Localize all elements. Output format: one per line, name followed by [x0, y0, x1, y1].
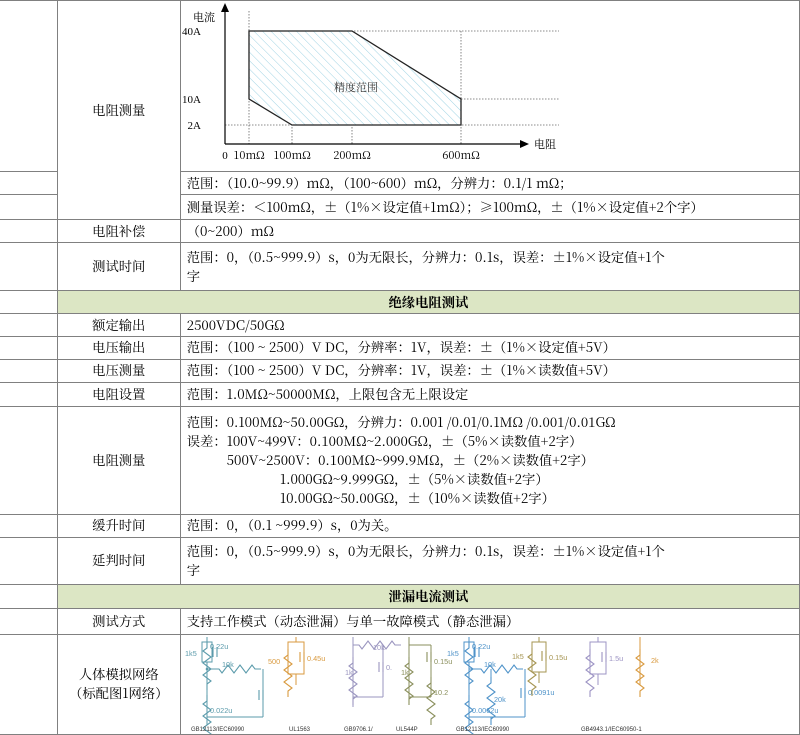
- svg-text:UL1563: UL1563: [289, 727, 311, 733]
- svg-text:1.5u: 1.5u: [609, 654, 623, 663]
- svg-text:0: 0: [222, 150, 228, 162]
- svg-text:200mΩ: 200mΩ: [333, 147, 371, 163]
- svg-text:1k5: 1k5: [512, 652, 524, 661]
- svg-text:0.45u: 0.45u: [307, 654, 325, 663]
- svg-text:1k5: 1k5: [447, 649, 459, 658]
- svg-text:电流: 电流: [193, 9, 215, 25]
- svg-text:GB9706.1/: GB9706.1/: [344, 727, 373, 733]
- svg-text:精度范围: 精度范围: [334, 79, 378, 95]
- svg-text:0.0062u: 0.0062u: [472, 706, 498, 715]
- svg-text:10mΩ: 10mΩ: [233, 147, 265, 163]
- svg-text:10k: 10k: [222, 660, 234, 669]
- svg-text:UL544P: UL544P: [396, 727, 418, 733]
- svg-text:0.15u: 0.15u: [434, 657, 452, 666]
- svg-text:10k: 10k: [484, 660, 496, 669]
- svg-text:0.: 0.: [386, 663, 392, 672]
- svg-text:0.22u: 0.22u: [472, 642, 490, 651]
- svg-text:1k5: 1k5: [185, 649, 197, 658]
- svg-text:2k: 2k: [651, 656, 659, 665]
- svg-text:20k: 20k: [494, 695, 506, 704]
- svg-text:0.15u: 0.15u: [549, 653, 567, 662]
- svg-text:电阻: 电阻: [534, 136, 556, 152]
- svg-text:GB12113/IEC60990: GB12113/IEC60990: [191, 727, 245, 733]
- svg-text:GB12113/IEC60990: GB12113/IEC60990: [456, 727, 510, 733]
- svg-text:600mΩ: 600mΩ: [442, 147, 480, 163]
- svg-text:40A: 40A: [182, 26, 201, 38]
- svg-text:10A: 10A: [182, 94, 201, 106]
- svg-text:500: 500: [268, 657, 280, 666]
- svg-text:1k: 1k: [401, 668, 409, 677]
- svg-text:0.22u: 0.22u: [210, 642, 228, 651]
- svg-text:GB4943.1/IEC60950-1: GB4943.1/IEC60950-1: [581, 727, 642, 733]
- svg-text:2A: 2A: [187, 120, 201, 132]
- svg-text:10k: 10k: [373, 643, 385, 652]
- svg-text:0.022u: 0.022u: [210, 706, 232, 715]
- svg-text:100mΩ: 100mΩ: [273, 147, 311, 163]
- svg-text:1k: 1k: [345, 668, 353, 677]
- svg-text:10.2: 10.2: [434, 688, 448, 697]
